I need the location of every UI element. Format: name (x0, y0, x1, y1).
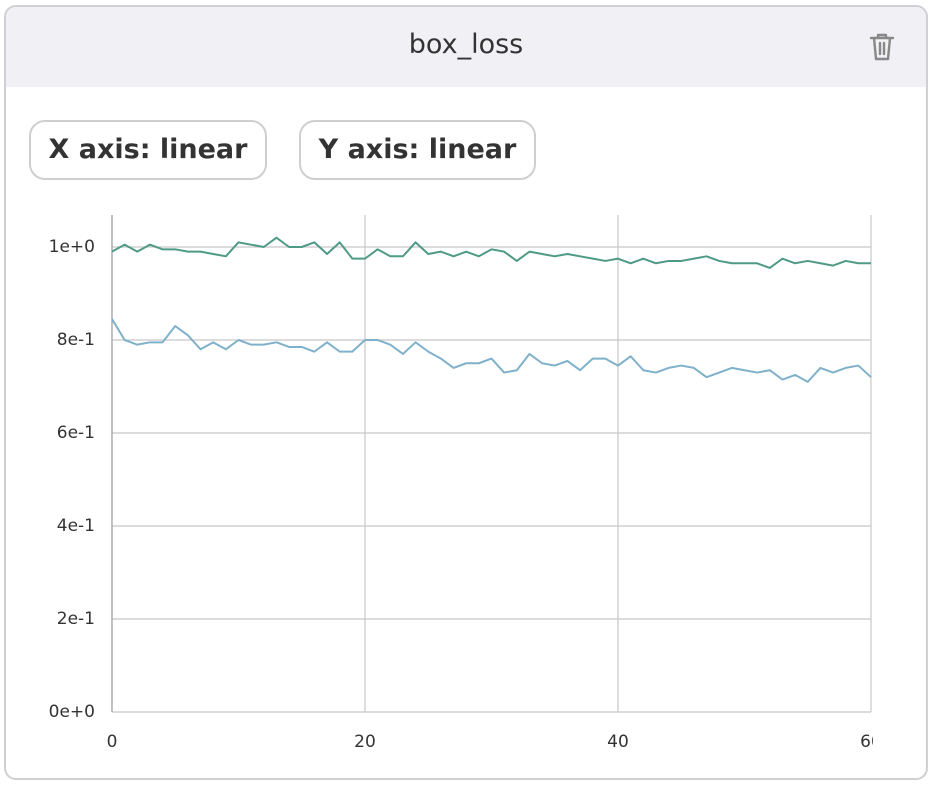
x-tick-label: 40 (607, 732, 629, 752)
x-tick-label: 0 (107, 732, 118, 752)
panel-header: box_loss (6, 7, 926, 87)
series-line (111, 318, 872, 383)
x-axis-toggle[interactable]: X axis: linear (29, 120, 267, 180)
panel-title: box_loss (408, 29, 524, 60)
y-tick-label: 1e+0 (49, 237, 95, 257)
panel: box_loss X axis: linear Y axis: linear (4, 5, 928, 780)
y-tick-label: 0e+0 (49, 702, 95, 722)
y-tick-label: 2e-1 (57, 609, 95, 629)
delete-icon[interactable] (868, 31, 896, 63)
y-tick-label: 4e-1 (57, 516, 95, 536)
x-tick-label: 20 (354, 732, 376, 752)
y-tick-label: 6e-1 (57, 423, 95, 443)
chart: 0e+0 2e-1 4e-1 6e-1 8e-1 1e+0 0 20 40 60 (49, 215, 873, 752)
series-line (111, 236, 871, 269)
y-tick-label: 8e-1 (57, 330, 95, 350)
y-axis-toggle[interactable]: Y axis: linear (299, 120, 536, 180)
x-tick-label: 60 (860, 732, 873, 752)
